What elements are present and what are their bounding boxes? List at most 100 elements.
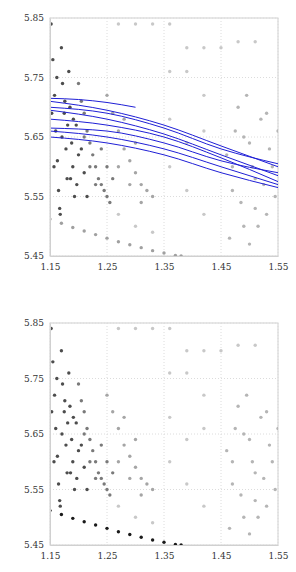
point: [55, 377, 58, 380]
point: [134, 171, 137, 174]
tick: 5.45: [24, 540, 50, 550]
point: [57, 482, 60, 485]
point: [83, 171, 86, 174]
point: [65, 471, 68, 474]
point: [185, 70, 188, 73]
point: [105, 460, 108, 463]
point: [134, 516, 137, 519]
point: [151, 521, 154, 524]
tick: 5.65: [24, 429, 50, 439]
point: [94, 460, 97, 463]
point: [94, 523, 97, 526]
point: [140, 246, 143, 249]
point: [60, 222, 63, 225]
point: [248, 141, 251, 144]
point: [151, 488, 154, 491]
point: [268, 443, 271, 446]
point: [88, 460, 91, 463]
point: [71, 165, 74, 168]
point: [56, 159, 59, 162]
line: [50, 131, 278, 185]
point: [228, 236, 231, 239]
point: [100, 477, 103, 480]
point: [168, 327, 171, 330]
point: [185, 46, 188, 49]
point: [55, 76, 58, 79]
point: [70, 141, 73, 144]
point: [102, 189, 105, 192]
point: [219, 46, 222, 49]
point: [168, 460, 171, 463]
point: [97, 471, 100, 474]
tick-label: 5.45: [24, 251, 44, 261]
point: [63, 399, 66, 402]
point: [108, 493, 111, 496]
point: [60, 513, 63, 516]
point: [111, 410, 114, 413]
point: [202, 46, 205, 49]
point: [58, 207, 61, 210]
point: [202, 94, 205, 97]
point: [185, 349, 188, 352]
point: [117, 427, 120, 430]
tick: 5.75: [24, 374, 50, 384]
point: [52, 165, 55, 168]
point: [56, 455, 59, 458]
point: [248, 438, 251, 441]
point: [117, 165, 120, 168]
marks: [50, 327, 278, 545]
point: [111, 471, 114, 474]
point: [140, 477, 143, 480]
point: [70, 438, 73, 441]
point: [185, 482, 188, 485]
point: [60, 432, 63, 435]
point: [185, 438, 188, 441]
point: [242, 516, 245, 519]
point: [259, 117, 262, 120]
tick-label: 1.45: [211, 262, 231, 272]
plot-frame: [50, 18, 278, 256]
point: [60, 349, 63, 352]
point: [162, 541, 165, 544]
point: [58, 499, 61, 502]
point: [134, 327, 137, 330]
point: [100, 183, 103, 186]
point: [168, 117, 171, 120]
point: [225, 449, 228, 452]
point: [117, 504, 120, 507]
point: [202, 129, 205, 132]
point: [179, 254, 182, 256]
point: [69, 471, 72, 474]
point: [273, 488, 276, 491]
point: [64, 443, 67, 446]
marks: [50, 22, 278, 256]
tick: 1.45: [211, 256, 231, 272]
point: [140, 536, 143, 539]
point: [265, 112, 268, 115]
point: [128, 477, 131, 480]
point: [71, 517, 74, 520]
point: [128, 533, 131, 536]
point: [128, 183, 131, 186]
line: [50, 137, 278, 188]
point: [128, 455, 131, 458]
point: [53, 94, 56, 97]
tick-label: 5.85: [24, 13, 44, 23]
x-axis: 1.151.251.351.451.55: [40, 256, 288, 272]
point: [168, 22, 171, 25]
point: [72, 416, 75, 419]
point: [271, 460, 274, 463]
x-axis: 1.151.251.351.451.55: [40, 545, 288, 561]
point: [265, 410, 268, 413]
point: [105, 236, 108, 239]
point: [77, 82, 80, 85]
axis-line: [51, 545, 279, 546]
point: [91, 153, 94, 156]
point: [73, 195, 76, 198]
point: [83, 520, 86, 523]
point: [236, 344, 239, 347]
point: [117, 530, 120, 533]
point: [85, 195, 88, 198]
point: [254, 207, 257, 210]
grid-line: [50, 323, 278, 324]
